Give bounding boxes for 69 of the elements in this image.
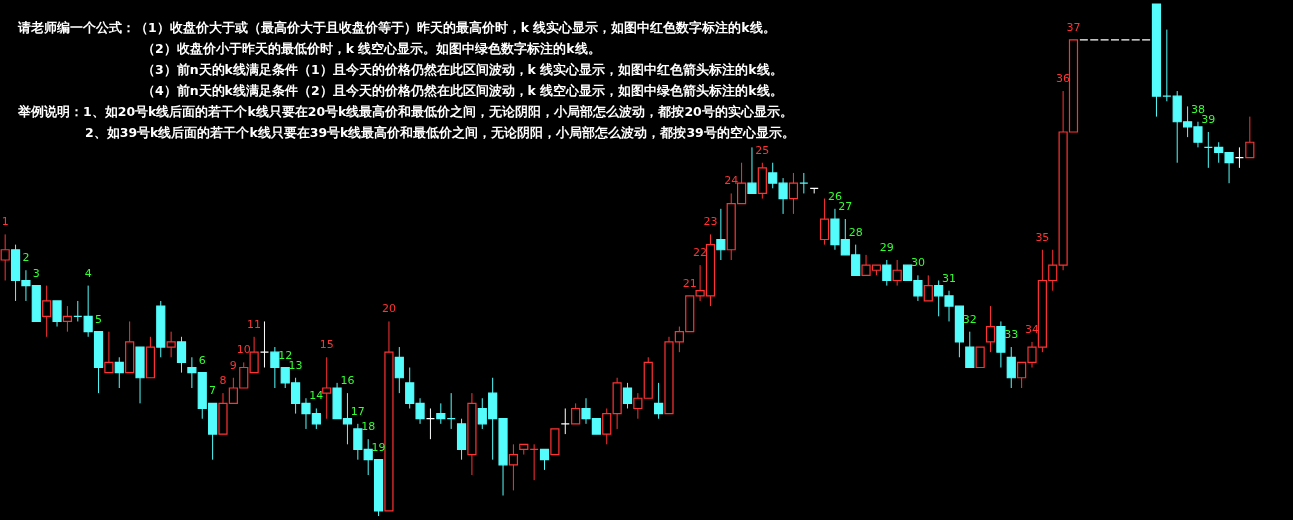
text: 17 bbox=[350, 404, 365, 418]
annotation: （3）前n天的k线满足条件（1）且今天的价格仍然在此区间波动，k 线实心显示，如图中红色箭头标注的k线。 bbox=[142, 62, 783, 77]
text: 14 bbox=[309, 389, 324, 403]
text: 1 bbox=[1, 215, 9, 229]
candlestick bbox=[654, 382, 664, 420]
text: 31 bbox=[942, 271, 957, 285]
candlestick bbox=[353, 423, 363, 461]
text: 27 bbox=[838, 200, 853, 214]
candlestick bbox=[176, 336, 187, 374]
text: 39 bbox=[1201, 113, 1216, 126]
annotation: 2、如39号k线后面的若干个k线只要在39号k线最高价和最低价之间，无论阴阳，小局部怎么波动，都按39号的空心显示。 bbox=[85, 125, 795, 140]
text: 9 bbox=[229, 358, 237, 372]
candlestick bbox=[882, 259, 892, 287]
text: 36 bbox=[1056, 72, 1071, 86]
text: 25 bbox=[755, 143, 770, 157]
candlestick bbox=[436, 402, 446, 425]
candlestick bbox=[508, 443, 519, 491]
text: 38 bbox=[1190, 102, 1205, 116]
candlestick bbox=[788, 172, 799, 215]
text: 5 bbox=[95, 312, 103, 326]
text: 24 bbox=[724, 174, 739, 188]
text: 23 bbox=[703, 215, 718, 229]
candlestick bbox=[571, 402, 581, 425]
text: 20 bbox=[381, 302, 396, 316]
candlestick bbox=[42, 285, 52, 338]
candlestick bbox=[1006, 346, 1016, 389]
candlestick bbox=[1245, 116, 1255, 159]
text: 2 bbox=[22, 251, 30, 265]
annotation: 请老师编一个公式：（1）收盘价大于或（最高价大于且收盘价等于）昨天的最高价时，k 线实心显示，如图中红色数字标注的k线。 bbox=[17, 20, 776, 35]
candlestick bbox=[394, 346, 404, 394]
text: 21 bbox=[682, 276, 697, 290]
text: 22 bbox=[693, 246, 708, 260]
text: 6 bbox=[198, 353, 206, 367]
text: 35 bbox=[1035, 230, 1050, 244]
text: 18 bbox=[361, 420, 376, 434]
candlestick bbox=[923, 274, 933, 302]
candlestick bbox=[716, 208, 726, 261]
candlestick bbox=[819, 198, 830, 246]
text: 11 bbox=[247, 317, 262, 331]
candlestick bbox=[52, 300, 62, 328]
candlestick bbox=[892, 259, 902, 287]
candlestick bbox=[166, 331, 176, 358]
text: 15 bbox=[319, 338, 334, 352]
text: 30 bbox=[910, 256, 925, 270]
text: 16 bbox=[340, 374, 355, 388]
text: 29 bbox=[879, 241, 894, 254]
text: 33 bbox=[1004, 328, 1019, 342]
candlestick bbox=[975, 346, 985, 369]
candlestick bbox=[622, 382, 633, 409]
annotation: （2）收盘价小于昨天的最低价时，k 线空心显示。如图中绿色数字标注的k线。 bbox=[142, 41, 601, 56]
text: 7 bbox=[209, 384, 217, 398]
annotation: （4）前n天的k线满足条件（2）且今天的价格仍然在此区间波动，k 线空心显示，如图中绿色箭头标注的k线。 bbox=[142, 83, 783, 98]
text: 8 bbox=[219, 374, 227, 388]
text: 3 bbox=[32, 266, 40, 280]
candlestick bbox=[747, 146, 757, 195]
candlestick bbox=[62, 305, 73, 333]
annotation: 举例说明：1、如20号k线后面的若干个k线只要在20号k线最高价和最低价之间，无论阴阳，小局部怎么波动，都按20号的实心显示。 bbox=[17, 104, 793, 119]
candlestick bbox=[104, 331, 114, 374]
text: 10 bbox=[236, 343, 251, 357]
text: 28 bbox=[848, 225, 863, 239]
text: 4 bbox=[84, 266, 92, 280]
text: 26 bbox=[827, 189, 842, 203]
text: 37 bbox=[1066, 20, 1081, 34]
candlestick bbox=[322, 356, 332, 420]
text: 34 bbox=[1025, 322, 1039, 336]
candlestick bbox=[985, 305, 996, 353]
candlestick bbox=[539, 448, 550, 471]
candlestick bbox=[965, 331, 975, 369]
candlestick bbox=[114, 356, 124, 389]
